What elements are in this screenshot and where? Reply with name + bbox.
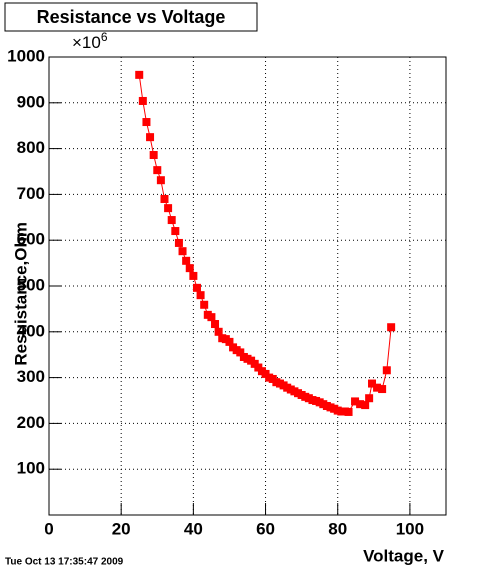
data-point bbox=[368, 379, 377, 388]
data-point bbox=[189, 271, 198, 280]
data-point bbox=[178, 247, 187, 256]
y-tick-label: 900 bbox=[17, 92, 45, 111]
y-tick-label: 600 bbox=[17, 230, 45, 249]
data-point bbox=[387, 323, 396, 332]
data-point bbox=[196, 291, 205, 300]
data-point bbox=[207, 313, 216, 322]
y-axis-label: Resuistance,Ohm bbox=[11, 222, 30, 366]
data-point bbox=[200, 300, 209, 309]
data-point bbox=[351, 397, 360, 406]
x-axis-label: Voltage, V bbox=[363, 546, 445, 565]
data-point bbox=[146, 133, 155, 142]
y-multiplier-exponent: 6 bbox=[101, 30, 108, 44]
y-tick-label: 200 bbox=[17, 413, 45, 432]
data-point bbox=[236, 348, 245, 357]
y-tick-label: 800 bbox=[17, 138, 45, 157]
data-point bbox=[192, 283, 201, 292]
y-multiplier: ×106 bbox=[72, 30, 108, 52]
x-tick-label: 40 bbox=[184, 519, 203, 538]
data-point bbox=[160, 194, 169, 203]
data-point bbox=[373, 383, 382, 392]
chart-title: Resistance vs Voltage bbox=[37, 7, 226, 27]
y-multiplier-base: ×10 bbox=[72, 33, 101, 52]
data-point bbox=[214, 327, 223, 336]
x-tick-label: 0 bbox=[44, 519, 53, 538]
timestamp: Tue Oct 13 17:35:47 2009 bbox=[5, 557, 124, 568]
data-point bbox=[153, 166, 162, 175]
data-point bbox=[156, 176, 165, 185]
data-point bbox=[174, 238, 183, 247]
data-point bbox=[164, 204, 173, 213]
y-tick-label: 500 bbox=[17, 275, 45, 294]
data-point bbox=[382, 366, 391, 375]
x-tick-label: 60 bbox=[256, 519, 275, 538]
y-tick-label: 700 bbox=[17, 184, 45, 203]
data-point bbox=[365, 394, 374, 403]
y-tick-label: 100 bbox=[17, 459, 45, 478]
data-point bbox=[171, 227, 180, 236]
data-point bbox=[185, 264, 194, 273]
data-point bbox=[135, 70, 144, 79]
data-point bbox=[142, 118, 151, 127]
data-point bbox=[356, 400, 365, 409]
data-point bbox=[378, 385, 387, 394]
data-point bbox=[182, 256, 191, 265]
x-tick-label: 20 bbox=[112, 519, 131, 538]
data-point bbox=[344, 407, 353, 416]
x-tick-label: 80 bbox=[328, 519, 347, 538]
data-point bbox=[361, 401, 370, 410]
data-point bbox=[167, 216, 176, 225]
y-tick-label: 300 bbox=[17, 367, 45, 386]
data-point bbox=[138, 96, 147, 105]
y-tick-label: 400 bbox=[17, 321, 45, 340]
y-tick-label: 1000 bbox=[7, 46, 45, 65]
data-point bbox=[211, 320, 220, 329]
title-box bbox=[4, 2, 258, 32]
plot-frame bbox=[48, 56, 447, 516]
x-tick-label: 100 bbox=[396, 519, 424, 538]
data-point bbox=[149, 151, 158, 160]
data-point bbox=[225, 337, 234, 346]
